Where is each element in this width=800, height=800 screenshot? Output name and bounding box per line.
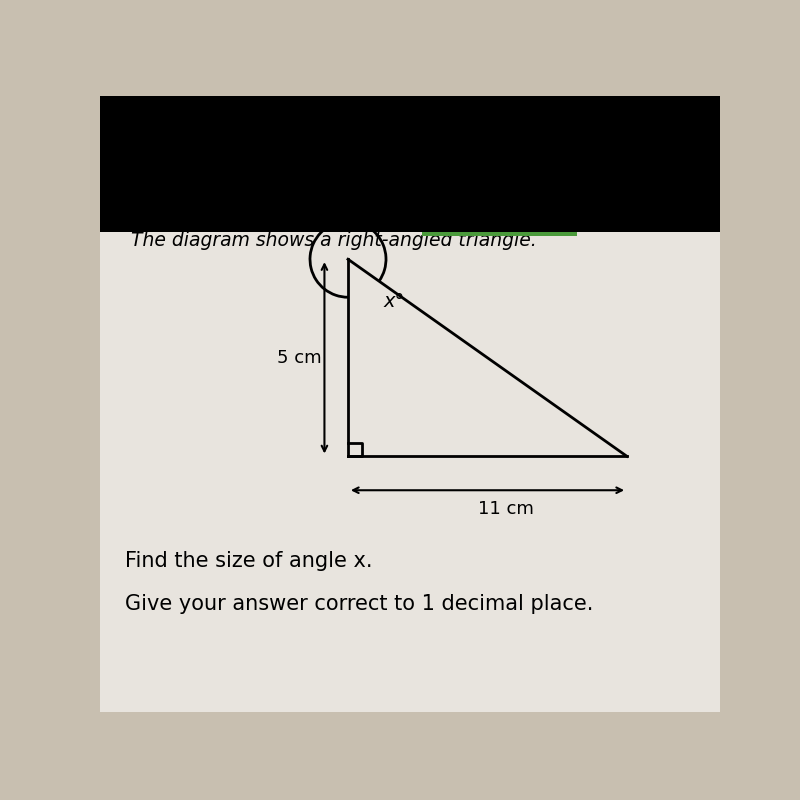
FancyBboxPatch shape (100, 96, 720, 231)
Text: Give your answer correct to 1 decimal place.: Give your answer correct to 1 decimal pl… (125, 594, 593, 614)
FancyBboxPatch shape (422, 231, 578, 237)
Text: 5 cm: 5 cm (278, 349, 322, 366)
Text: Find the size of angle x.: Find the size of angle x. (125, 551, 372, 571)
Text: The diagram shows a right-angled triangle.: The diagram shows a right-angled triangl… (131, 231, 537, 250)
Text: 11 cm: 11 cm (478, 500, 534, 518)
Text: x°: x° (384, 291, 405, 310)
FancyBboxPatch shape (100, 231, 720, 712)
